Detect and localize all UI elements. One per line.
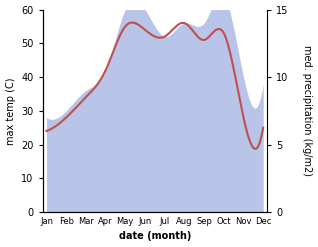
Y-axis label: max temp (C): max temp (C) xyxy=(5,77,16,144)
Y-axis label: med. precipitation (kg/m2): med. precipitation (kg/m2) xyxy=(302,45,313,176)
X-axis label: date (month): date (month) xyxy=(119,231,191,242)
